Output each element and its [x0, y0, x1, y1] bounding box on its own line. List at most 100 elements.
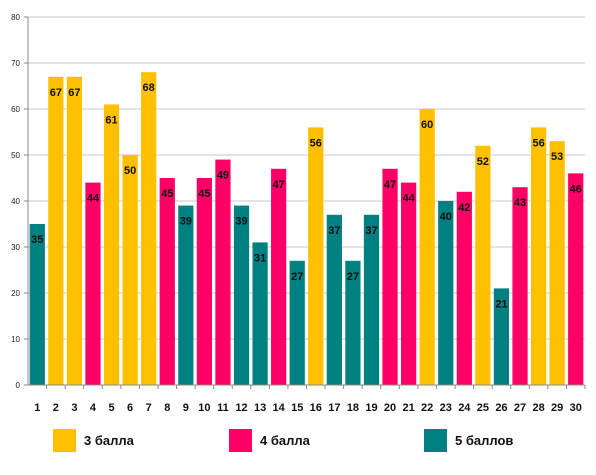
x-tick-label-29: 29 [551, 402, 563, 414]
x-tick-label-18: 18 [347, 402, 359, 414]
data-label-3: 67 [68, 87, 80, 99]
data-label-21: 44 [402, 193, 415, 205]
x-tick-label-23: 23 [440, 402, 452, 414]
data-label-7: 68 [143, 82, 155, 94]
legend-item-5: 5 баллов [424, 427, 513, 453]
x-tick-label-25: 25 [477, 402, 489, 414]
x-tick-label-16: 16 [310, 402, 322, 414]
data-label-24: 42 [458, 202, 470, 214]
bar-16 [308, 127, 324, 386]
data-label-8: 45 [161, 188, 173, 200]
bar-3 [66, 76, 83, 386]
legend-label-3: 3 балла [84, 432, 134, 448]
x-tick-label-5: 5 [108, 402, 114, 414]
data-label-16: 56 [310, 137, 322, 149]
x-tick-label-20: 20 [384, 402, 396, 414]
bar-5 [103, 104, 120, 386]
data-label-9: 39 [180, 216, 192, 228]
data-label-28: 56 [532, 137, 544, 149]
data-label-15: 27 [291, 271, 303, 283]
data-label-12: 39 [235, 216, 247, 228]
bar-2 [48, 76, 64, 386]
y-tick-label: 80 [11, 13, 20, 22]
bar-22 [419, 109, 435, 385]
x-tick-label-30: 30 [570, 402, 582, 414]
data-label-27: 43 [514, 197, 526, 209]
legend-item-4: 4 балла [229, 427, 310, 453]
data-label-1: 35 [31, 234, 43, 246]
x-tick-label-27: 27 [514, 402, 526, 414]
bar-24 [456, 191, 472, 385]
y-tick-label: 0 [16, 381, 21, 390]
x-tick-label-1: 1 [34, 402, 40, 414]
x-tick-label-7: 7 [146, 402, 152, 414]
bar-14 [271, 168, 287, 385]
data-label-25: 52 [477, 156, 489, 168]
data-label-14: 47 [273, 179, 285, 191]
bar-11 [215, 159, 231, 385]
x-tick-label-22: 22 [421, 402, 433, 414]
x-tick-label-3: 3 [71, 402, 77, 414]
x-tick-label-12: 12 [235, 402, 247, 414]
data-label-4: 44 [87, 193, 100, 205]
data-label-26: 21 [495, 298, 507, 310]
y-tick-label: 30 [11, 243, 20, 252]
legend-swatch-5 [424, 428, 447, 452]
bar-1 [29, 224, 45, 385]
bar-12 [233, 205, 250, 385]
legend-label-4: 4 балла [260, 432, 310, 448]
data-label-30: 46 [570, 183, 582, 195]
y-tick-label: 20 [11, 289, 20, 298]
bar-17 [326, 214, 342, 385]
y-tick-label: 50 [11, 151, 20, 160]
y-tick-label: 60 [11, 105, 20, 114]
x-tick-label-15: 15 [291, 402, 303, 414]
bar-27 [512, 187, 528, 385]
bar-25 [475, 145, 491, 385]
data-label-23: 40 [440, 211, 452, 223]
bar-13 [252, 242, 268, 385]
x-tick-label-14: 14 [273, 402, 286, 414]
bar-30 [568, 173, 584, 385]
x-tick-label-6: 6 [127, 402, 133, 414]
x-tick-label-11: 11 [217, 402, 229, 414]
x-tick-label-19: 19 [365, 402, 377, 414]
x-tick-label-26: 26 [495, 402, 507, 414]
data-label-2: 67 [50, 87, 62, 99]
bar-9 [178, 205, 194, 385]
data-label-10: 45 [198, 188, 210, 200]
data-label-6: 50 [124, 165, 136, 177]
data-label-22: 60 [421, 119, 433, 131]
bar-20 [382, 168, 398, 385]
bar-8 [159, 178, 175, 385]
x-tick-label-8: 8 [164, 402, 170, 414]
bar-6 [122, 155, 138, 385]
bar-15 [289, 260, 305, 385]
bar-19 [363, 214, 380, 385]
chart-plot: 0 10 20 30 40 50 60 70 80 35 1 67 2 67 3 44 46 15 50 6 68 7 45… [11, 13, 586, 414]
bar-26 [493, 288, 510, 385]
legend-item-3: 3 балла [53, 427, 134, 453]
bar-7 [141, 72, 157, 385]
x-tick-label-21: 21 [402, 402, 414, 414]
data-label-19: 37 [365, 225, 377, 237]
data-label-18: 27 [347, 271, 359, 283]
x-tick-label-2: 2 [53, 402, 59, 414]
legend-swatch-4 [229, 428, 252, 452]
data-label-5: 61 [105, 114, 117, 126]
x-tick-label-24: 24 [458, 402, 471, 414]
data-label-13: 31 [254, 252, 266, 264]
bar-28 [530, 127, 547, 386]
y-tick-label: 40 [11, 197, 20, 206]
bar-23 [438, 201, 454, 385]
x-tick-label-10: 10 [198, 402, 210, 414]
y-tick-label: 70 [11, 59, 20, 68]
bar-21 [401, 182, 417, 385]
y-tick-label: 10 [11, 335, 20, 344]
data-label-29: 53 [551, 151, 563, 163]
bar-10 [196, 178, 212, 385]
x-tick-label-9: 9 [183, 402, 189, 414]
x-tick-label-13: 13 [254, 402, 266, 414]
x-tick-label-17: 17 [328, 402, 340, 414]
